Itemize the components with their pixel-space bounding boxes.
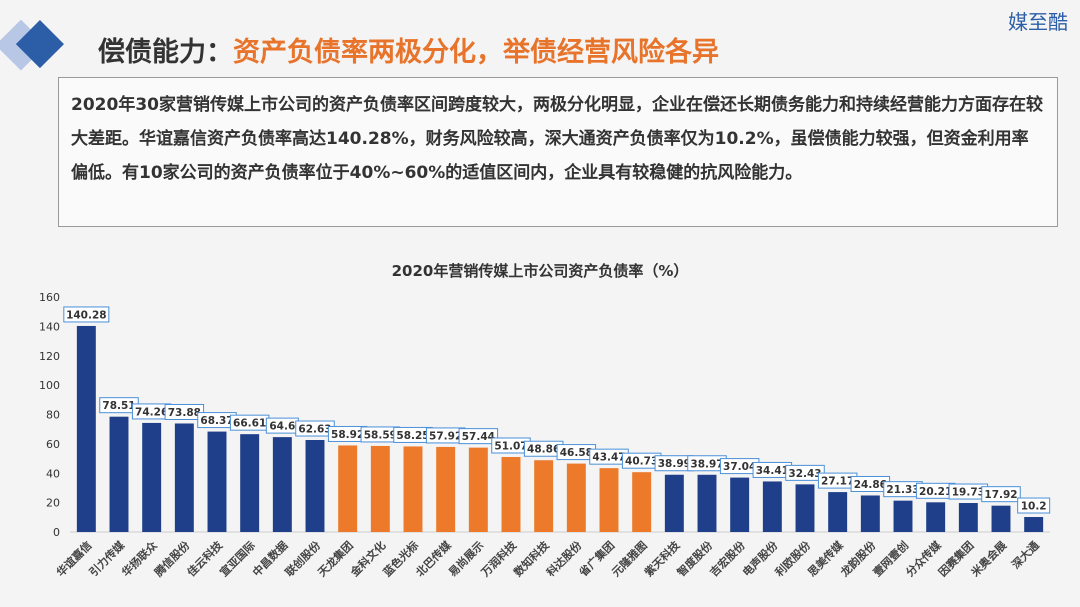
data-label: 48.86 [527, 444, 560, 456]
x-tick-label: 蓝色光标 [380, 538, 421, 579]
x-tick-label: 元隆雅图 [609, 538, 650, 579]
chart-title: 2020年营销传媒上市公司资产负债率（%） [391, 262, 689, 280]
data-label: 20.21 [919, 486, 952, 498]
data-label: 140.28 [66, 309, 107, 321]
data-label: 19.73 [952, 487, 985, 499]
y-tick-label: 100 [39, 379, 60, 392]
bar [240, 434, 260, 532]
x-tick-label: 天龙集团 [315, 538, 356, 579]
data-label: 38.99 [658, 458, 691, 470]
bar [860, 495, 880, 532]
data-label: 51.07 [494, 440, 527, 452]
y-tick-label: 140 [39, 320, 60, 333]
data-label-box [63, 306, 110, 323]
data-label: 37.04 [723, 461, 756, 473]
data-label-box [1017, 497, 1051, 514]
x-tick-label: 壹网壹创 [870, 538, 911, 579]
data-label: 58.59 [364, 429, 397, 441]
bar [338, 445, 358, 532]
bar [599, 468, 619, 532]
bar [174, 423, 194, 532]
bar [109, 416, 129, 532]
bar [730, 477, 750, 532]
data-label: 58.25 [396, 430, 429, 442]
y-tick-label: 80 [46, 409, 60, 422]
data-label: 68.37 [200, 415, 233, 427]
page-title: 偿债能力：资产负债率两极分化，举债经营风险各异 [98, 37, 719, 68]
data-label: 66.61 [233, 418, 266, 430]
x-tick-label: 深大通 [1009, 538, 1042, 571]
bar [403, 446, 423, 532]
bar [272, 437, 292, 532]
data-label: 57.92 [429, 430, 462, 442]
data-label: 43.47 [592, 452, 625, 464]
bar [1024, 517, 1044, 532]
data-label: 58.92 [331, 429, 364, 441]
y-tick-label: 0 [53, 526, 60, 539]
data-label: 38.97 [690, 458, 723, 470]
bar [501, 456, 521, 532]
data-label: 78.51 [102, 400, 135, 412]
description-box: 2020年30家营销传媒上市公司的资产负债率区间跨度较大，两极分化明显，企业在偿… [58, 77, 1058, 227]
bar [958, 503, 978, 532]
data-label: 24.86 [854, 479, 887, 491]
data-label: 73.88 [168, 407, 201, 419]
data-label: 27.17 [821, 476, 854, 488]
data-label: 46.58 [560, 447, 593, 459]
bar [76, 325, 96, 532]
data-label: 57.44 [462, 431, 495, 443]
y-tick-label: 60 [46, 438, 60, 451]
x-tick-label: 万润科技 [477, 538, 519, 580]
bar [468, 447, 488, 532]
bar [207, 431, 227, 532]
bar [991, 505, 1011, 532]
x-tick-label: 中昌数据 [249, 538, 290, 579]
x-tick-label: 金科文化 [347, 538, 389, 580]
data-label: 64.6 [269, 421, 295, 433]
header-decoration [0, 19, 64, 71]
data-label: 21.33 [886, 484, 919, 496]
x-tick-label: 宣亚国际 [217, 538, 258, 579]
x-tick-label: 易尚展示 [445, 538, 486, 579]
bar [795, 484, 815, 532]
data-label: 34.41 [756, 465, 789, 477]
data-label-box [981, 486, 1021, 503]
y-tick-label: 20 [46, 497, 60, 510]
data-label-box [458, 428, 499, 445]
data-label: 62.63 [298, 424, 331, 436]
x-tick-label: 华谊嘉信 [53, 538, 94, 579]
bar [436, 446, 456, 532]
data-label: 40.73 [625, 456, 658, 468]
x-tick-label: 省广集团 [575, 538, 617, 580]
y-tick-label: 160 [39, 291, 60, 304]
bar [828, 492, 848, 532]
bar [632, 472, 652, 532]
bar [370, 445, 390, 532]
data-label: 17.92 [984, 489, 1017, 501]
x-tick-label: 米奥会展 [967, 538, 1009, 580]
data-label: 32.43 [788, 468, 821, 480]
bar [664, 474, 684, 532]
data-label: 74.26 [135, 406, 168, 418]
bar [762, 481, 782, 532]
bar [893, 500, 913, 532]
brand-logo: 媒至酷 [1008, 10, 1068, 34]
data-label-box [164, 403, 205, 420]
bar [142, 422, 162, 532]
bar [534, 460, 554, 532]
x-tick-label: 龙韵股份 [837, 538, 879, 580]
bar [305, 440, 325, 532]
x-tick-label: 因赛集团 [935, 538, 976, 579]
bar [697, 474, 717, 532]
bar [926, 502, 946, 532]
y-tick-label: 40 [46, 467, 60, 480]
bar [566, 463, 586, 532]
data-label: 10.2 [1021, 501, 1047, 513]
y-tick-label: 120 [39, 350, 60, 363]
